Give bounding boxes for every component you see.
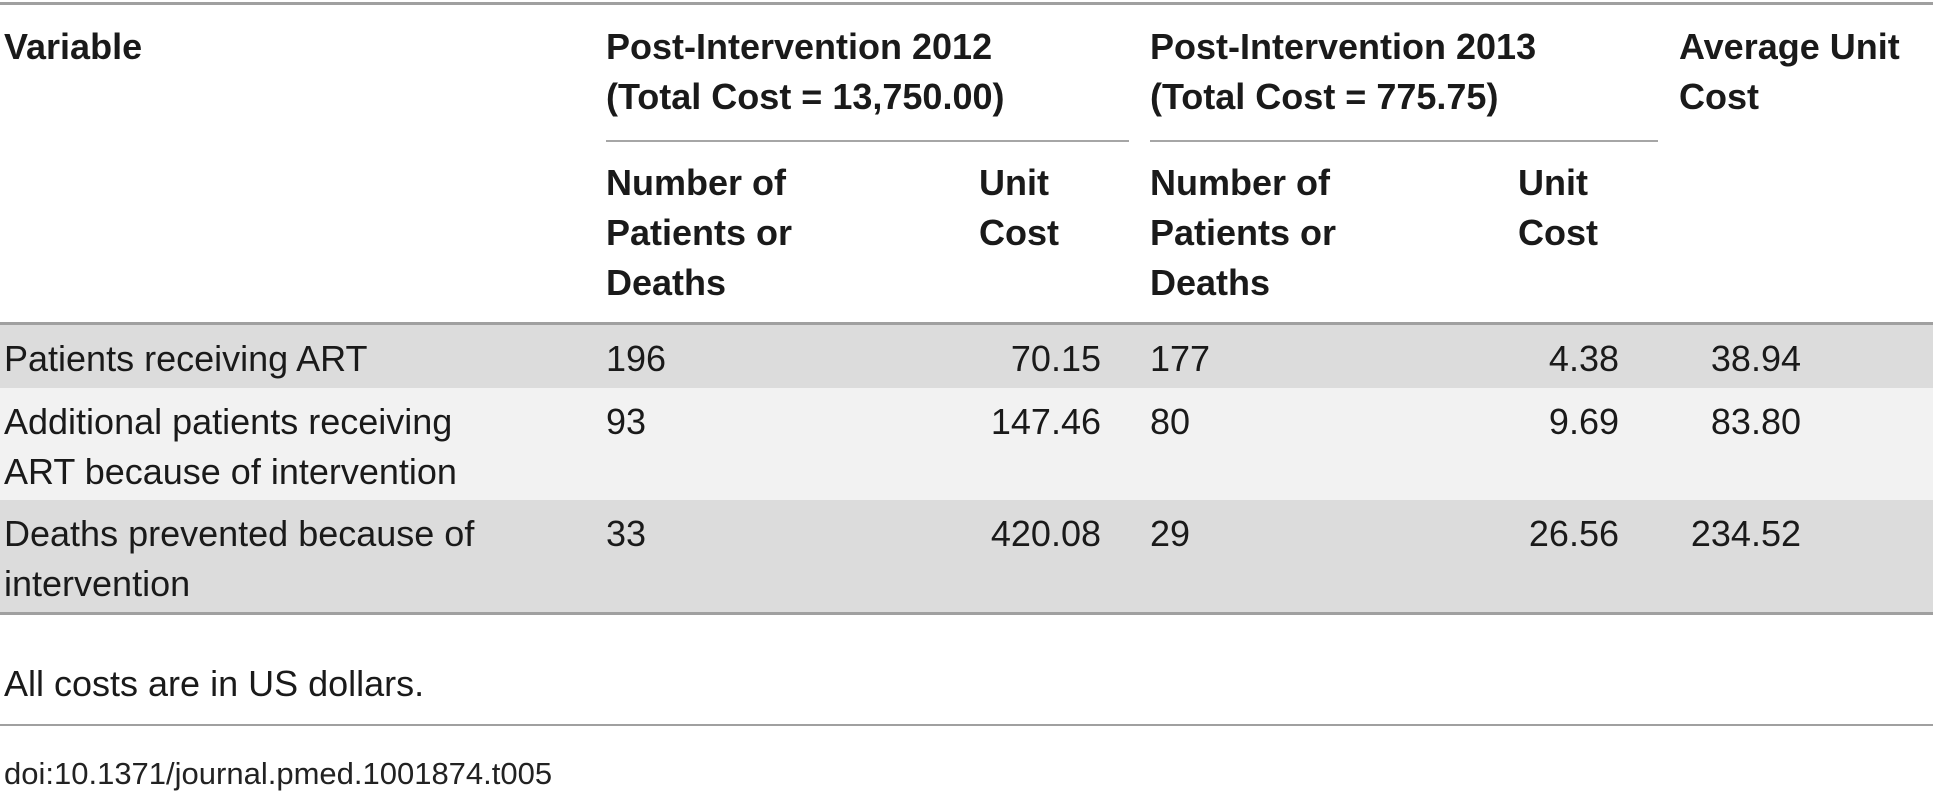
subheader-2012-unit-cost-line1: Unit xyxy=(979,162,1049,203)
subheader-2013-unit-cost-line1: Unit xyxy=(1518,162,1588,203)
subheader-2012-number-line1: Number of xyxy=(606,162,786,203)
row-number-2013: 29 xyxy=(1150,513,1191,554)
header-2012-title: Post-Intervention 2012 xyxy=(606,26,993,67)
table-bottom-rule xyxy=(0,612,1933,615)
row-variable-line1: Additional patients receiving xyxy=(4,401,453,442)
header-bottom-rule xyxy=(0,322,1933,325)
doi-link[interactable]: doi:10.1371/journal.pmed.1001874.t005 xyxy=(4,756,553,791)
subheader-2012-number-line3: Deaths xyxy=(606,262,727,303)
spanner-rule-2013 xyxy=(1150,140,1658,142)
row-variable-line2: intervention xyxy=(4,563,191,604)
row-number-2012: 196 xyxy=(606,338,667,379)
row-unit-cost-2012: 147.46 xyxy=(990,401,1101,442)
row-variable: Patients receiving ART xyxy=(4,338,368,379)
header-2013-total-cost: (Total Cost = 775.75) xyxy=(1150,76,1499,117)
header-variable: Variable xyxy=(4,26,143,67)
row-band-1 xyxy=(0,325,1933,388)
row-variable-line1: Deaths prevented because of xyxy=(4,513,475,554)
table-top-rule xyxy=(0,2,1933,5)
header-average-line2: Cost xyxy=(1679,76,1759,117)
header-2013-title: Post-Intervention 2013 xyxy=(1150,26,1537,67)
row-band-2 xyxy=(0,388,1933,500)
table-footnote: All costs are in US dollars. xyxy=(4,663,425,704)
row-average-unit-cost: 38.94 xyxy=(1710,338,1801,379)
row-band-3 xyxy=(0,500,1933,612)
row-unit-cost-2013: 9.69 xyxy=(1548,401,1619,442)
row-unit-cost-2013: 26.56 xyxy=(1528,513,1619,554)
header-average-line1: Average Unit xyxy=(1679,26,1900,67)
subheader-2012-unit-cost-line2: Cost xyxy=(979,212,1059,253)
row-unit-cost-2012: 70.15 xyxy=(1010,338,1101,379)
row-variable-line2: ART because of intervention xyxy=(4,451,457,492)
subheader-2013-number-line3: Deaths xyxy=(1150,262,1271,303)
row-number-2013: 80 xyxy=(1150,401,1191,442)
subheader-2013-unit-cost-line2: Cost xyxy=(1518,212,1598,253)
footer-rule xyxy=(0,724,1933,726)
row-average-unit-cost: 83.80 xyxy=(1710,401,1801,442)
spanner-rule-2012 xyxy=(606,140,1129,142)
row-number-2012: 93 xyxy=(606,401,647,442)
subheader-2013-number-line1: Number of xyxy=(1150,162,1330,203)
row-unit-cost-2013: 4.38 xyxy=(1548,338,1619,379)
row-unit-cost-2012: 420.08 xyxy=(990,513,1101,554)
row-average-unit-cost: 234.52 xyxy=(1690,513,1801,554)
header-2012-total-cost: (Total Cost = 13,750.00) xyxy=(606,76,1005,117)
row-number-2013: 177 xyxy=(1150,338,1211,379)
row-number-2012: 33 xyxy=(606,513,647,554)
subheader-2013-number-line2: Patients or xyxy=(1150,212,1337,253)
subheader-2012-number-line2: Patients or xyxy=(606,212,793,253)
